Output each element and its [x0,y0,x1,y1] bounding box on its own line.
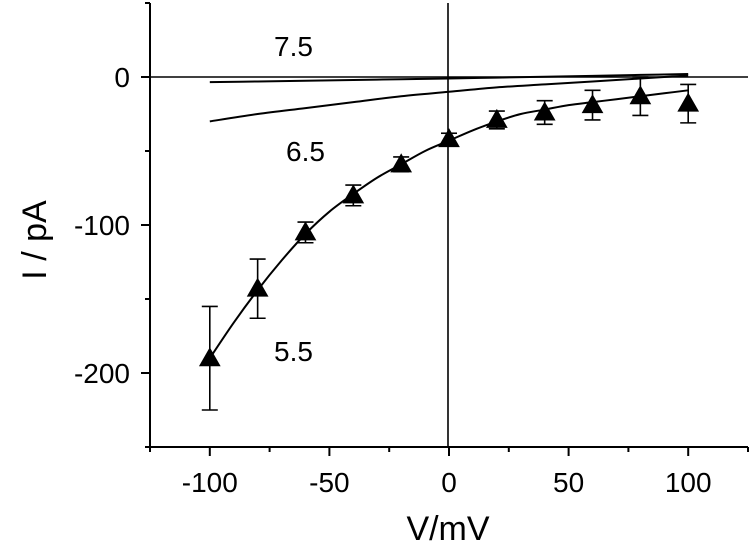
y-tick-label: 0 [114,62,130,93]
annotation-layer: 7.5 6.5 5.5 [274,31,325,367]
series-layer [198,73,700,411]
data-point-triangle [677,92,700,112]
curve-label: 7.5 [274,31,313,62]
x-tick-label: -100 [182,467,238,498]
x-tick-label: 0 [441,467,457,498]
x-axis-title: V/mV [406,510,489,548]
data-point-triangle [629,85,652,105]
data-point-triangle [485,108,508,128]
series-line-0 [209,73,689,84]
series-line-1 [209,74,689,123]
x-tick-label: 50 [553,467,584,498]
data-point-triangle [342,184,365,204]
data-point-triangle [294,221,317,241]
curve-label: 5.5 [274,336,313,367]
x-tick-label: 100 [665,467,712,498]
y-ticks: -200 -100 0 [74,2,150,448]
data-point-triangle [581,94,604,114]
data-point-triangle [533,101,556,121]
y-tick-label: -200 [74,358,130,389]
plot-area: -100 -50 0 50 100 -200 -100 0 7.5 6.5 5.5 [74,2,749,498]
curve-label: 6.5 [286,136,325,167]
y-axis-title: I / pA [16,200,54,280]
x-tick-label: -50 [309,467,349,498]
data-point-triangle [198,347,221,367]
data-point-triangle [438,128,460,148]
y-tick-label: -100 [74,210,130,241]
x-ticks: -100 -50 0 50 100 [149,447,749,498]
data-point-triangle [390,153,413,173]
data-point-triangle [246,277,269,297]
